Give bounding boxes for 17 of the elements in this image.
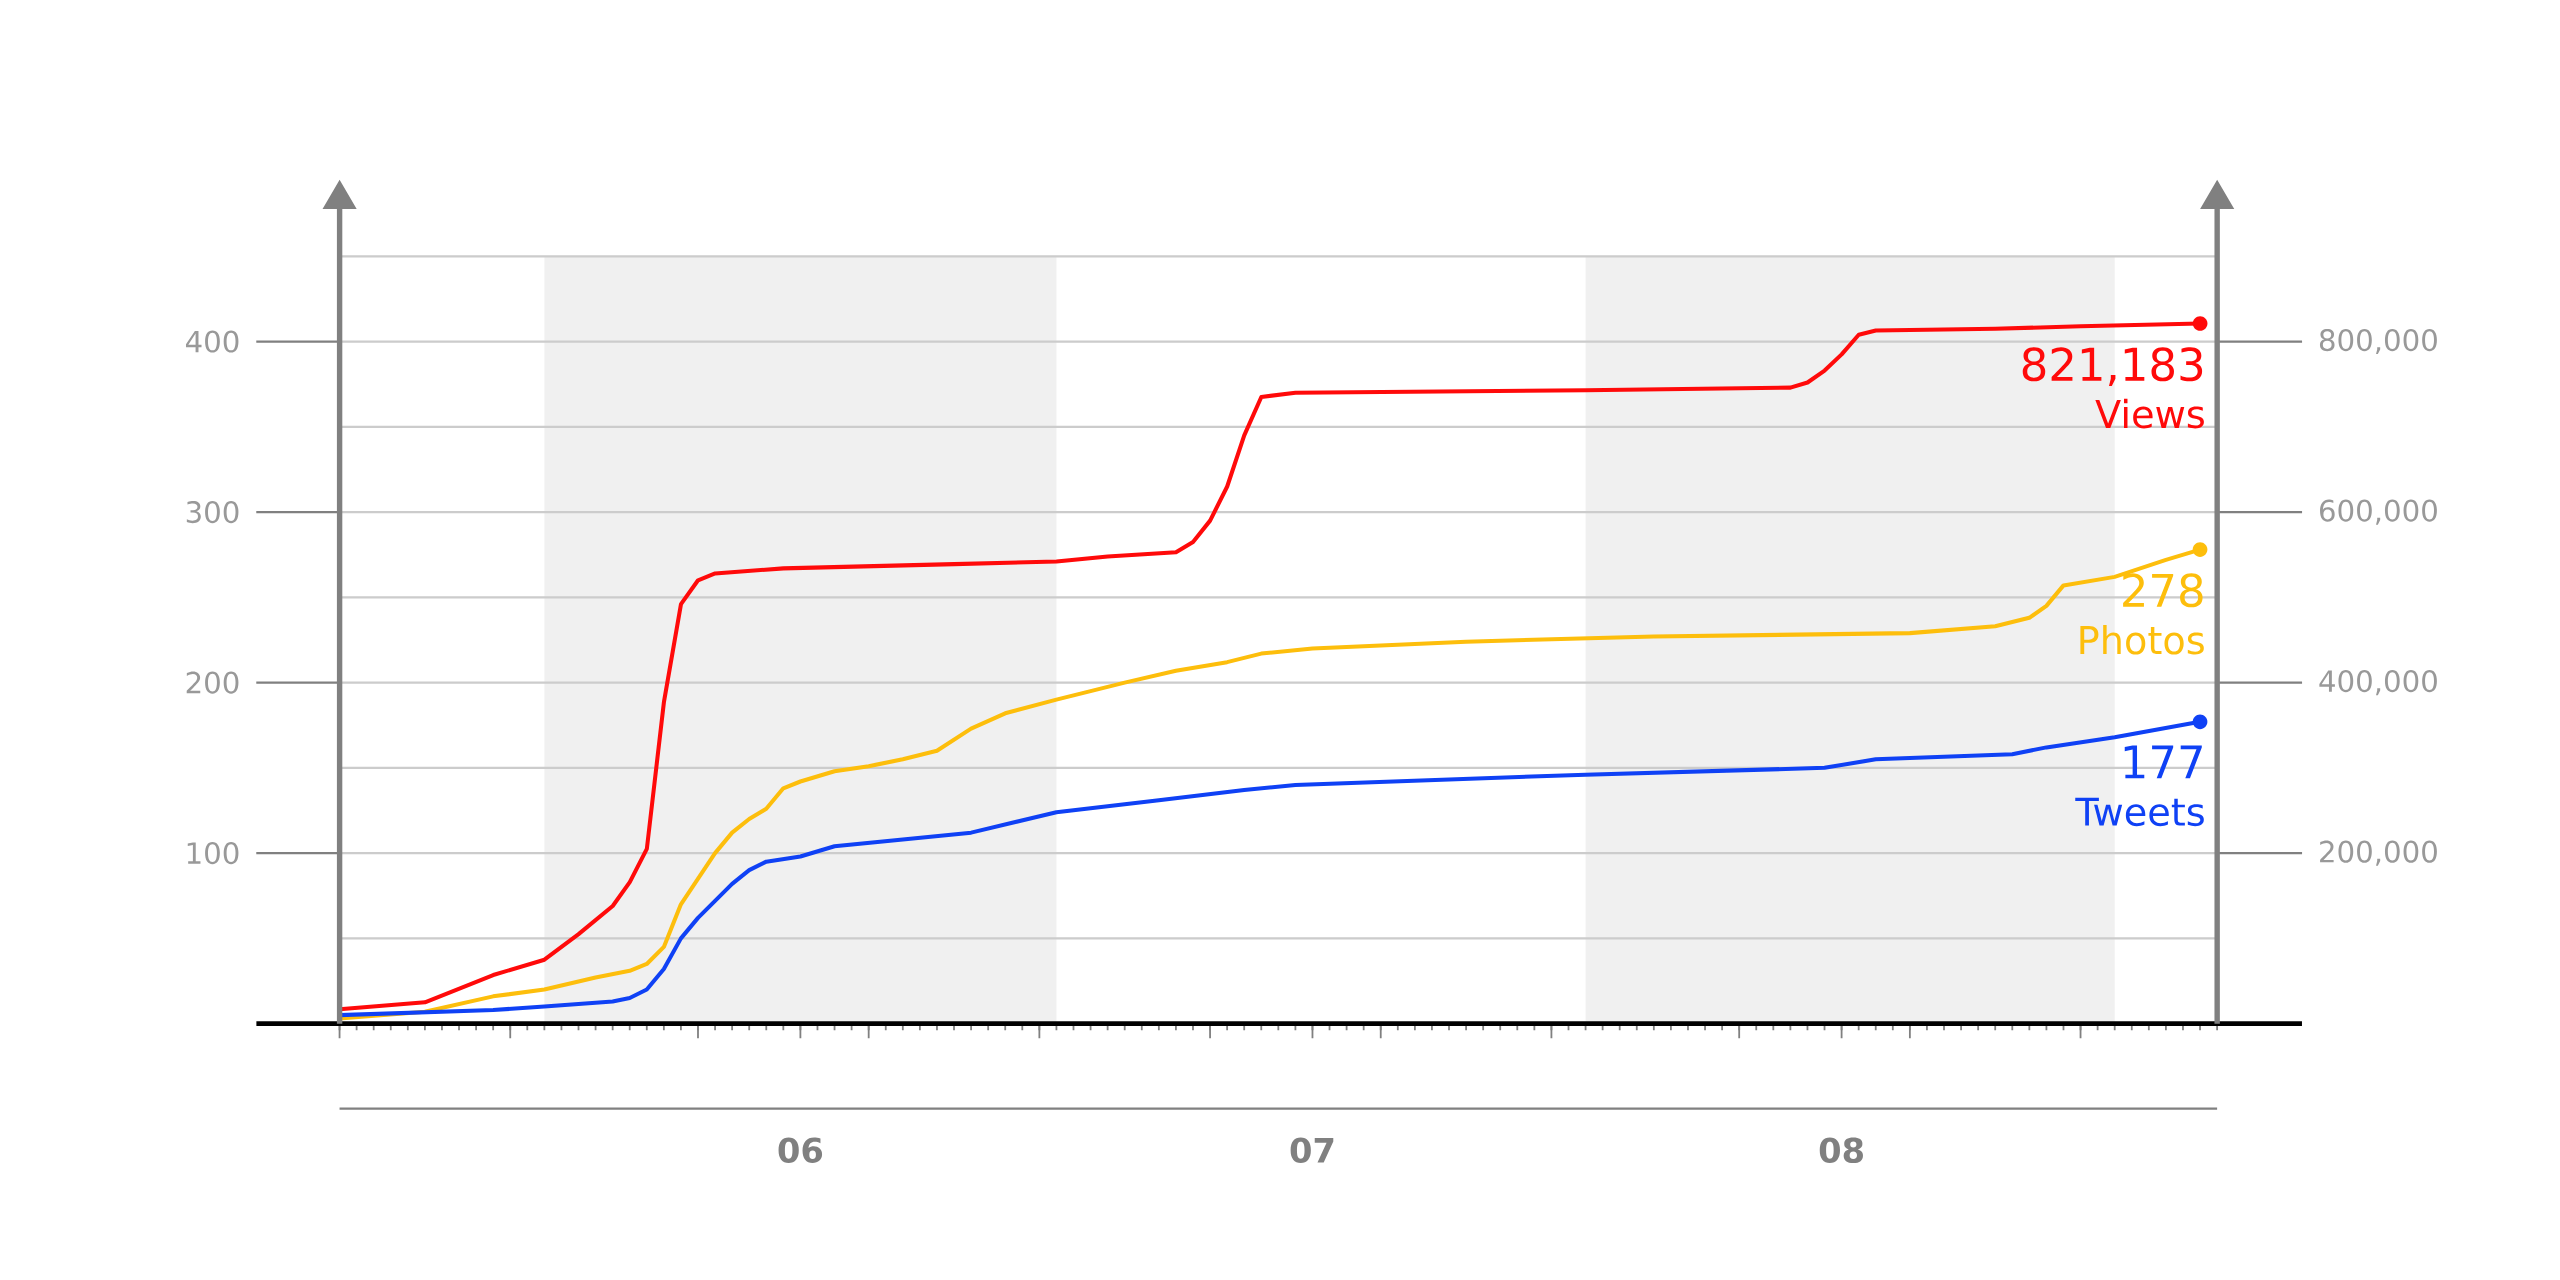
x-tick-label: 07: [1290, 1137, 1334, 1164]
data-label: 821,183: [2022, 347, 2203, 386]
y-tick-label: 200: [186, 671, 239, 694]
y2-tick-label: 400,000: [2319, 670, 2437, 696]
x-tick-label: 06: [778, 1137, 823, 1164]
x-tick-label: 08: [1819, 1137, 1863, 1164]
y2-tick-label: 200,000: [2320, 840, 2437, 866]
series-label: Views: [2095, 398, 2204, 429]
y-tick-label: 400: [185, 330, 239, 353]
y-tick-label: 100: [187, 842, 239, 865]
data-label: 278: [2123, 573, 2203, 608]
series-label: Tweets: [2075, 797, 2204, 827]
y-tick-label: 300: [186, 501, 239, 524]
y2-tick-label: 800,000: [2319, 329, 2437, 355]
data-label: 177: [2124, 745, 2202, 779]
series-label: Photos: [2080, 624, 2204, 655]
y2-tick-label: 600,000: [2320, 499, 2437, 525]
